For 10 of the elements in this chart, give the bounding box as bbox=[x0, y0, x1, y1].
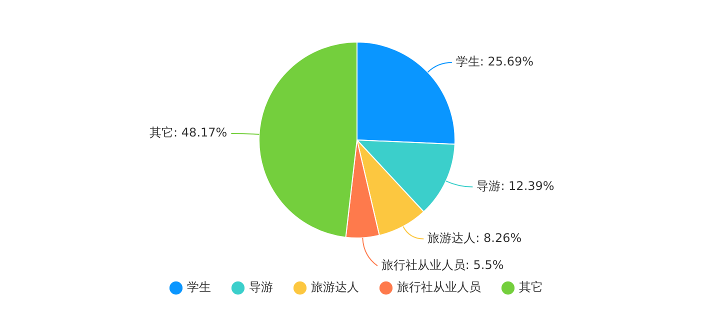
legend-label: 旅行社从业人员 bbox=[397, 280, 481, 294]
legend-label: 旅游达人 bbox=[311, 280, 359, 294]
data-label: 其它: 48.17% bbox=[150, 126, 228, 140]
data-label: 学生: 25.69% bbox=[456, 54, 534, 69]
data-label: 导游: 12.39% bbox=[476, 179, 554, 194]
legend-label: 学生 bbox=[187, 280, 211, 294]
data-label: 旅行社从业人员: 5.5% bbox=[381, 258, 504, 272]
legend-label: 导游 bbox=[249, 280, 273, 294]
legend-label: 其它 bbox=[519, 280, 543, 294]
data-label: 旅游达人: 8.26% bbox=[428, 230, 522, 245]
